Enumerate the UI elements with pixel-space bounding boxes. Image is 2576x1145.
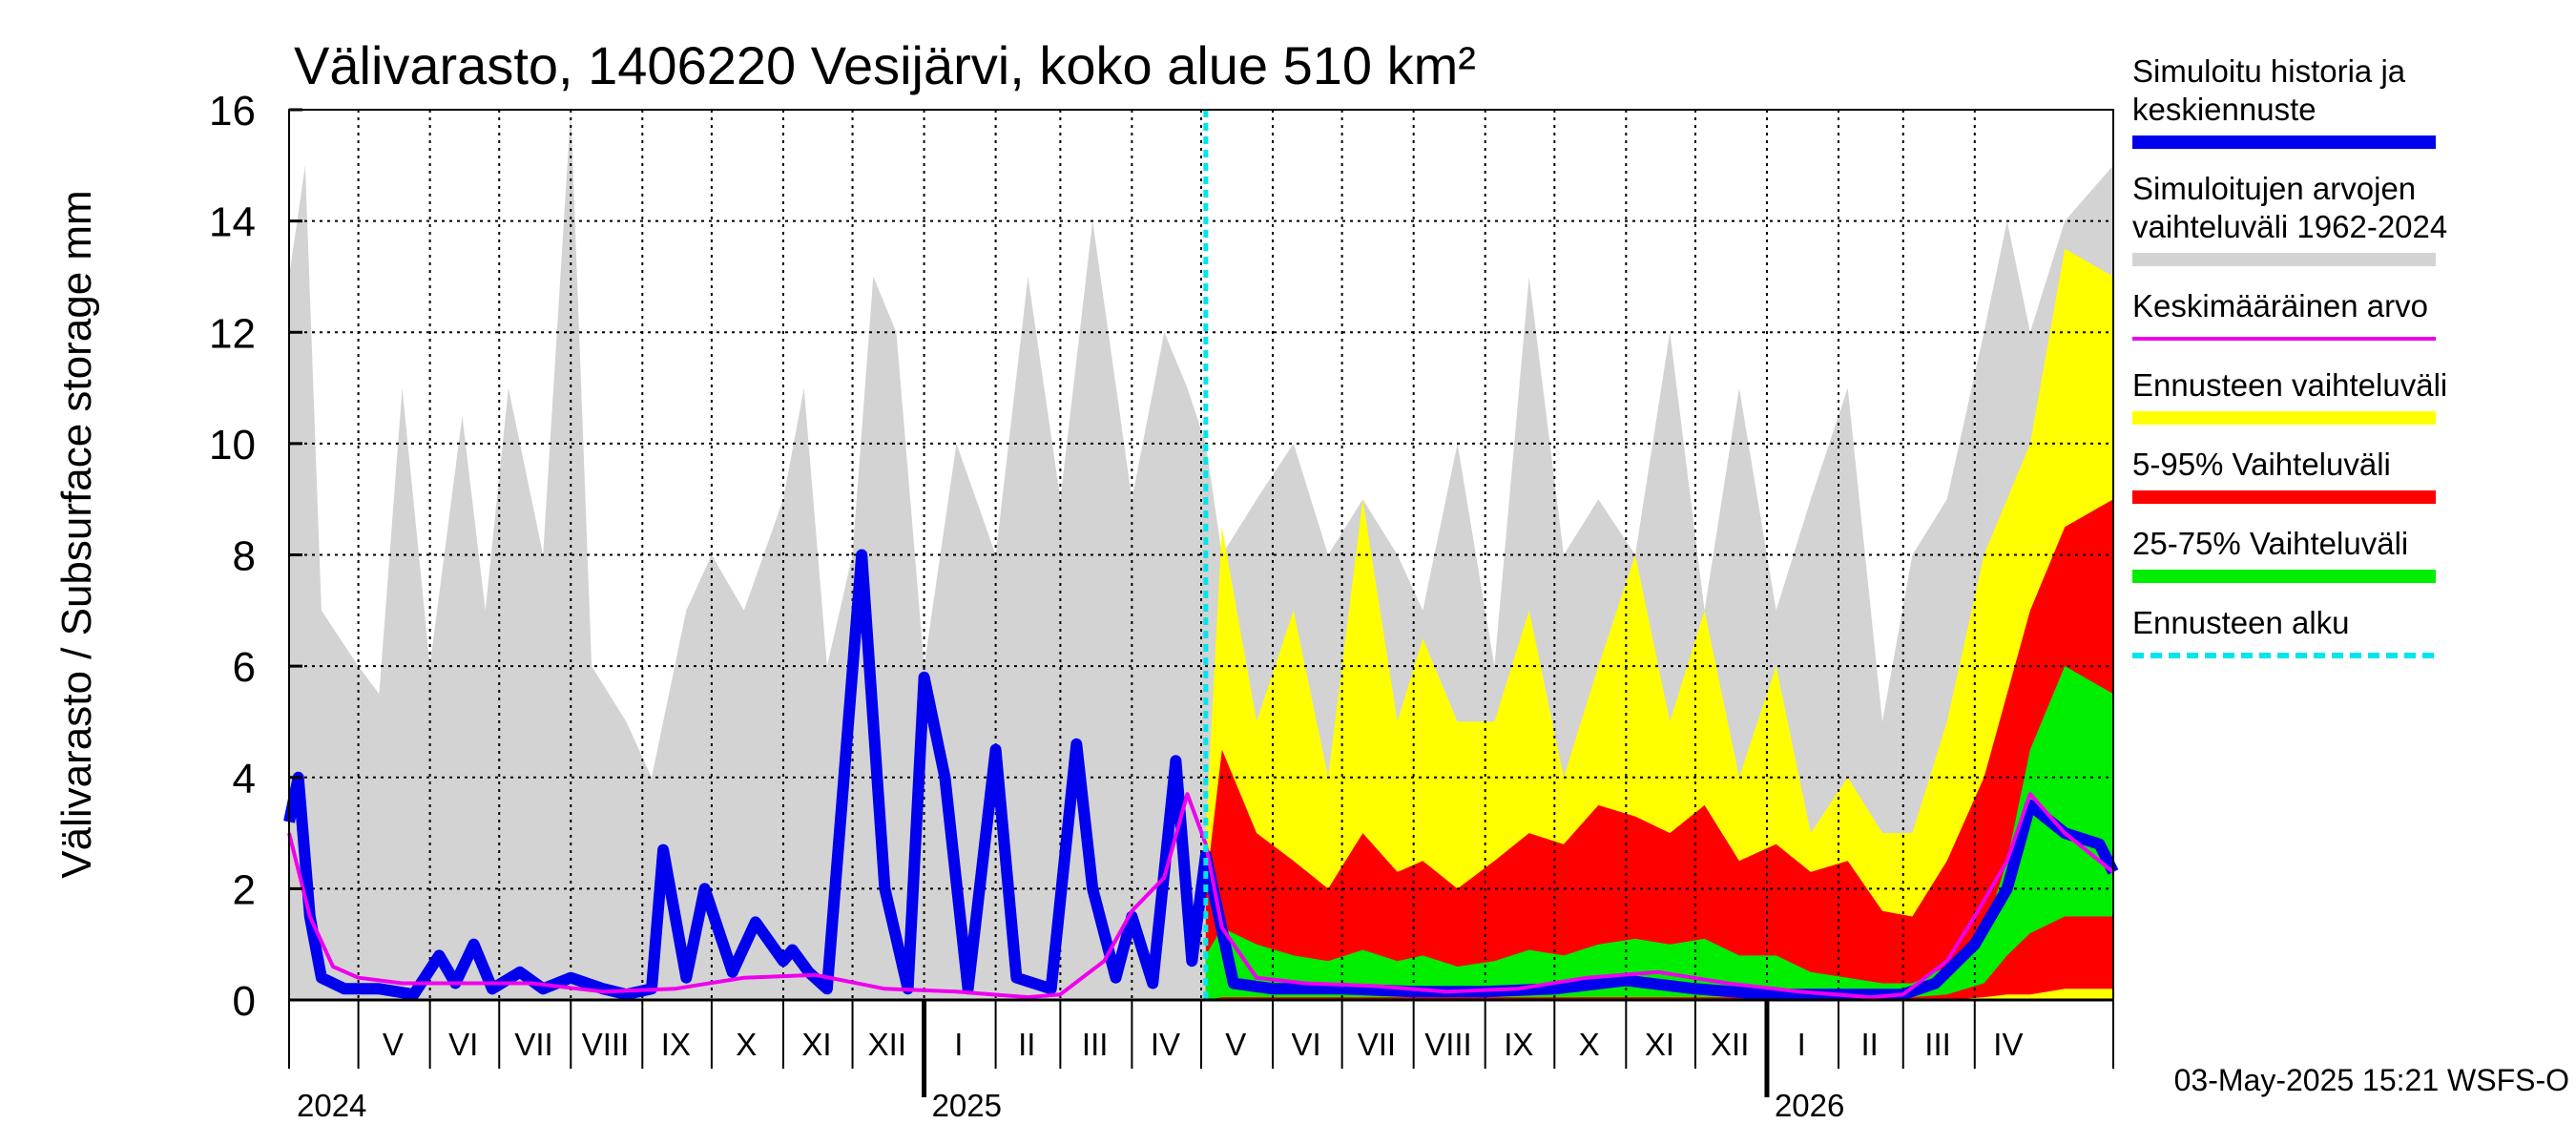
year-label-1: 2025 — [932, 1088, 1002, 1123]
month-label-17: X — [1579, 1027, 1600, 1062]
month-label-1: VI — [448, 1027, 478, 1062]
month-label-11: IV — [1151, 1027, 1180, 1062]
timestamp-footer: 03-May-2025 15:21 WSFS-O — [2174, 1063, 2569, 1097]
year-label-0: 2024 — [297, 1088, 366, 1123]
plot-lines — [283, 110, 2119, 1001]
month-label-19: XII — [1711, 1027, 1749, 1062]
legend-label-5-0: 25-75% Vaihteluväli — [2132, 526, 2408, 561]
plot-grid — [289, 110, 2113, 1000]
legend-label-1-1: vaihteluväli 1962-2024 — [2132, 209, 2447, 244]
month-label-12: V — [1225, 1027, 1246, 1062]
legend-label-2-0: Keskimääräinen arvo — [2132, 288, 2428, 323]
chart-title: Välivarasto, 1406220 Vesijärvi, koko alu… — [294, 35, 1476, 95]
month-label-2: VII — [514, 1027, 552, 1062]
series-line-0 — [283, 549, 2119, 1001]
month-label-14: VII — [1358, 1027, 1396, 1062]
legend-label-6-0: Ennusteen alku — [2132, 605, 2350, 640]
y-axis-label: Välivarasto / Subsurface storage mm — [53, 190, 100, 878]
y-tick-label-7: 14 — [209, 199, 256, 246]
legend-label-4-0: 5-95% Vaihteluväli — [2132, 447, 2391, 482]
y-tick-label-4: 8 — [233, 533, 256, 580]
month-label-3: VIII — [582, 1027, 630, 1062]
month-label-5: X — [736, 1027, 757, 1062]
y-tick-label-2: 4 — [233, 756, 256, 802]
y-tick-label-5: 10 — [209, 422, 256, 468]
band-3 — [1205, 666, 2113, 1000]
y-tick-label-6: 12 — [209, 310, 256, 357]
month-label-6: XI — [801, 1027, 831, 1062]
y-tick-label-3: 6 — [233, 644, 256, 691]
month-label-16: IX — [1504, 1027, 1533, 1062]
legend-label-0-0: Simuloitu historia ja — [2132, 53, 2406, 89]
month-label-7: XII — [868, 1027, 906, 1062]
year-label-2: 2026 — [1775, 1088, 1844, 1123]
legend-label-0-1: keskiennuste — [2132, 92, 2316, 127]
month-label-21: II — [1860, 1027, 1878, 1062]
month-label-15: VIII — [1424, 1027, 1472, 1062]
series-line-1 — [287, 792, 2115, 1000]
month-label-0: V — [383, 1027, 404, 1062]
month-label-8: I — [954, 1027, 963, 1062]
legend-label-1-0: Simuloitujen arvojen — [2132, 171, 2416, 206]
band-1 — [1205, 248, 2113, 1000]
month-label-20: I — [1797, 1027, 1806, 1062]
month-label-9: II — [1018, 1027, 1035, 1062]
y-tick-label-8: 16 — [209, 88, 256, 135]
month-label-22: III — [1924, 1027, 1951, 1062]
month-label-13: VI — [1292, 1027, 1321, 1062]
month-label-4: IX — [661, 1027, 691, 1062]
month-label-10: III — [1082, 1027, 1109, 1062]
month-label-18: XI — [1645, 1027, 1674, 1062]
month-label-23: IV — [1993, 1027, 2023, 1062]
y-tick-label-1: 2 — [233, 866, 256, 913]
band-2 — [1205, 499, 2113, 1000]
legend-label-3-0: Ennusteen vaihteluväli — [2132, 367, 2447, 403]
y-tick-label-0: 0 — [233, 978, 256, 1025]
